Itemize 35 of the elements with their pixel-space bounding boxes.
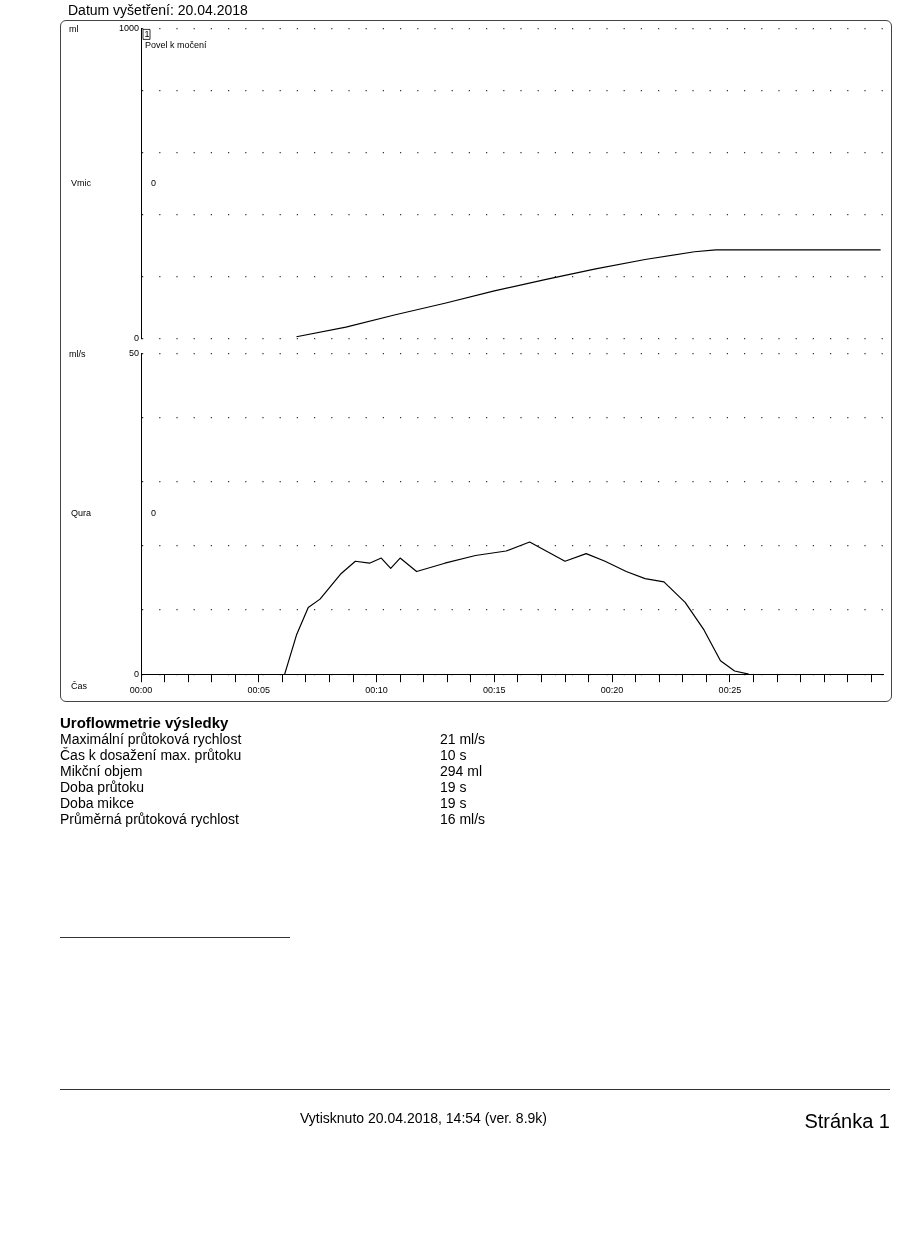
text: Čas k dosažení max. průtoku (60, 747, 243, 763)
text: Uroflowmetrie výsledky (60, 714, 230, 731)
text: Mikční objem (60, 763, 144, 779)
y-axis-title: Qura (71, 508, 92, 519)
y-tick-label: 50 (128, 347, 139, 358)
x-tick-label: 00:15 (483, 685, 506, 696)
text: ml (69, 23, 79, 34)
text: 16 ml/s (439, 811, 487, 827)
annotation: 0 (151, 508, 157, 519)
text: Doba průtoku (60, 779, 146, 795)
annotation: 0 (151, 177, 157, 188)
text: ml/s (69, 348, 86, 359)
x-axis-title: Čas (71, 680, 88, 691)
text: Datum vyšetření: 20.04.2018 (68, 2, 249, 18)
text: Maximální průtoková rychlost (60, 731, 243, 747)
x-tick-label: 00:05 (247, 685, 271, 696)
y-tick-label: 0 (133, 668, 139, 679)
annotation: Povel k močení (145, 40, 208, 51)
text: Vytisknuto 20.04.2018, 14:54 (ver. 8.9k) (300, 1110, 548, 1128)
text: 294 ml (439, 763, 484, 779)
y-axis-title: Vmic (71, 177, 92, 188)
text: Průměrná průtoková rychlost (60, 811, 240, 827)
x-tick-label: 00:10 (365, 685, 388, 696)
annotation: 1 (144, 29, 150, 40)
text: 19 s (439, 795, 468, 811)
y-tick-label: 0 (133, 333, 139, 344)
x-tick-label: 00:00 (129, 685, 153, 696)
text: 19 s (439, 779, 468, 795)
x-tick-label: 00:25 (718, 685, 742, 696)
x-tick-label: 00:20 (600, 685, 624, 696)
text: Doba mikce (60, 795, 135, 811)
text: Stránka 1 (804, 1110, 890, 1133)
y-tick-label: 1000 (118, 22, 139, 33)
text: 21 ml/s (439, 731, 487, 747)
text: 10 s (439, 747, 468, 763)
